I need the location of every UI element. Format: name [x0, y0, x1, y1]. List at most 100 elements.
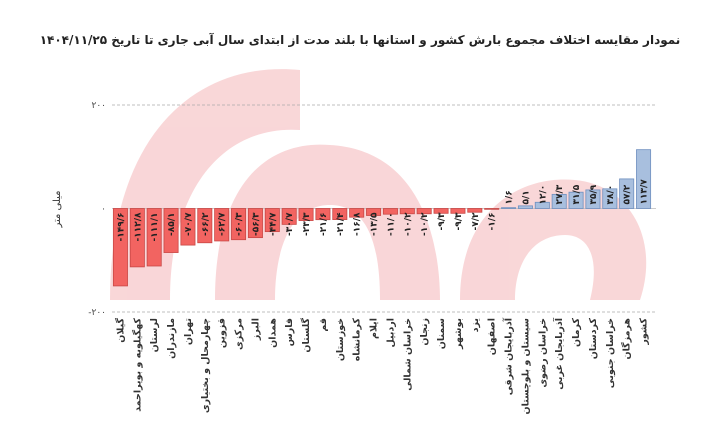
x-tick-label: فارس: [284, 318, 295, 346]
y-axis-label: میلی متر: [52, 190, 63, 228]
bar: [112, 208, 128, 287]
bar: [484, 208, 500, 210]
x-tick-label: گیلان: [114, 318, 126, 343]
value-label: ۱/۶: [505, 190, 515, 204]
bar: [416, 208, 432, 215]
value-label: -۶۰/۳: [235, 212, 245, 236]
value-label: -۲۱/۴: [336, 212, 346, 236]
bar: [534, 201, 550, 209]
x-tick-label: سیستان و بلوچستان: [520, 318, 531, 414]
x-tick-label: کردستان: [588, 318, 599, 360]
bar: [551, 193, 567, 209]
value-label: -۲۱/۶: [319, 213, 329, 237]
bar: [349, 208, 365, 218]
x-tick-label: لرستان: [149, 318, 160, 352]
y-tick-label: -۲۰۰: [88, 308, 106, 318]
value-label: -۷/۲: [471, 212, 481, 231]
value-label: -۱۳/۵: [370, 212, 380, 236]
x-tick-label: قم: [318, 318, 329, 332]
value-label: -۱۱۱/۱: [150, 213, 160, 242]
x-tick-label: خوزستان: [335, 318, 346, 361]
chart-title: نمودار مقایسه اختلاف مجموع بارش کشور و ا…: [40, 32, 681, 48]
value-label: -۹/۳: [454, 212, 464, 231]
bar: [636, 149, 652, 209]
bar: [281, 208, 297, 225]
bar: [382, 208, 398, 215]
x-tick-label: همدان: [267, 318, 278, 348]
bar: [247, 208, 263, 239]
value-label: ۳۱/۵: [572, 184, 582, 204]
value-label: -۱۱۲/۸: [133, 212, 143, 242]
value-label: -۶۶/۲: [201, 212, 211, 236]
bar: [146, 208, 162, 267]
value-label: -۱۰/۲: [403, 212, 413, 236]
x-tick-label: کشور: [639, 318, 650, 346]
x-tick-label: البرز: [250, 318, 261, 341]
value-label: ۵/۱: [521, 190, 531, 204]
x-tick-label: بوشهر: [453, 318, 464, 350]
bar: [517, 205, 533, 209]
value-label: -۸۵/۱: [167, 213, 177, 237]
x-tick-label: اصفهان: [487, 318, 498, 355]
bar: [450, 208, 466, 214]
x-tick-label: سمنان: [436, 318, 447, 349]
value-label: -۱۰/۲: [420, 212, 430, 236]
bar: [180, 208, 196, 246]
value-label: ۵۷/۲: [623, 184, 633, 204]
x-tick-label: کرمان: [571, 318, 582, 347]
bar: [129, 208, 145, 268]
x-tick-label: خراسان جنوبی: [605, 318, 616, 388]
bar: [366, 208, 382, 216]
x-tick-label: قزوین: [217, 318, 228, 348]
bar: [433, 208, 449, 214]
value-label: -۷۰/۷: [184, 212, 194, 236]
x-tick-label: مرکزی: [234, 318, 245, 350]
value-label: ۲۷/۳: [555, 184, 565, 204]
bar: [568, 191, 584, 209]
bar: [332, 208, 348, 220]
bar: [619, 178, 635, 209]
value-label: ۳۸/۰: [606, 185, 616, 205]
value-label: ۳۵/۹: [589, 184, 599, 204]
x-tick-label: خراسان رضوی: [537, 318, 548, 388]
x-tick-label: گلستان: [300, 318, 312, 353]
bar: [298, 208, 314, 221]
bar: [264, 208, 280, 233]
x-tick-label: اردبیل: [385, 318, 396, 348]
x-tick-label: خراسان شمالی: [402, 318, 413, 391]
value-label: -۶۲/۷: [218, 212, 228, 236]
watermark: [110, 69, 647, 300]
value-label: ۱۱۳/۷: [640, 179, 650, 205]
value-label: -۵۶/۳: [251, 212, 261, 236]
x-tick-label: کهگیلویه و بویراحمد: [131, 318, 143, 412]
bar: [163, 208, 179, 253]
bar: [585, 189, 601, 209]
bar: [197, 208, 213, 244]
value-label: -۴۴/۷: [268, 212, 278, 236]
x-tick-label: آذربایجان غربی: [552, 317, 565, 389]
value-label: -۹/۳: [437, 212, 447, 231]
y-tick-label: ۰: [101, 205, 106, 215]
value-label: -۲۳/۳: [302, 212, 312, 236]
x-tick-label: یزد: [470, 318, 481, 332]
bar: [214, 208, 230, 242]
bar: [602, 188, 618, 209]
bar: [231, 208, 247, 241]
y-tick-label: ۲۰۰: [91, 101, 106, 111]
x-tick-label: کرمانشاه: [352, 318, 363, 362]
value-label: -۱۴۹/۶: [116, 213, 126, 242]
value-label: -۱/۶: [488, 213, 498, 231]
x-tick-label: تهران: [183, 318, 194, 345]
x-tick-label: هرمزگان: [621, 318, 633, 360]
bar: [501, 207, 517, 209]
value-label: ۱۲/۰: [538, 185, 548, 205]
x-tick-label: مازندران: [166, 318, 177, 359]
x-tick-label: آذربایجان شرقی: [502, 317, 515, 395]
x-tick-label: زنجان: [419, 318, 430, 346]
value-label: -۳۰/۷: [285, 212, 295, 236]
bar: [467, 208, 483, 213]
x-tick-label: چهارمحال و بختیاری: [200, 318, 211, 413]
bar: [399, 208, 415, 215]
